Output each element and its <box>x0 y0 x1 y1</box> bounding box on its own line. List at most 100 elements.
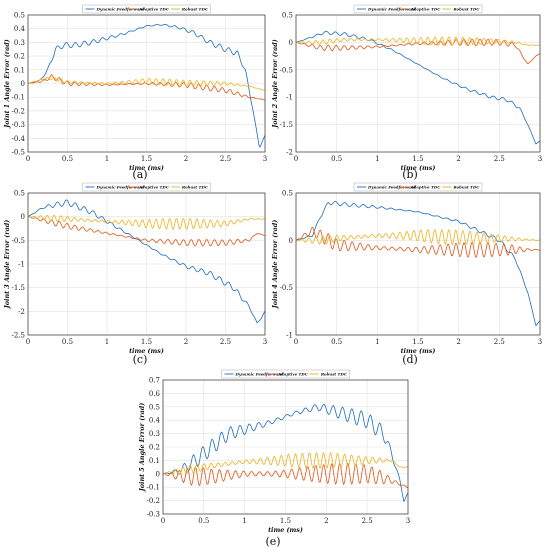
y-tick-label: 0.3 <box>14 39 25 47</box>
chart-panel-3: 0 0.5 1 1.5 2 2.5 3 -1 -0.5 0 0.5 Dynamic Feedforwa… <box>271 182 542 366</box>
legend-box <box>353 4 483 14</box>
x-tick-label: 2.5 <box>494 338 505 346</box>
y-tick-label: 0.2 <box>14 53 25 61</box>
x-tick-label: 1 <box>375 155 379 163</box>
y-axis-label: Joint 5 Angle Error (rad) <box>138 403 146 492</box>
series-line-robust <box>28 214 265 230</box>
legend-box <box>353 182 483 192</box>
x-tick-label: 2.5 <box>220 338 231 346</box>
x-tick-label: 0 <box>294 338 298 346</box>
x-tick-label: 3 <box>538 155 542 163</box>
y-tick-label: -1 <box>286 94 293 102</box>
y-tick-label: 0.5 <box>14 190 25 198</box>
axes-frame <box>295 192 541 336</box>
x-tick-label: 2.5 <box>220 155 231 163</box>
y-tick-label: 0.1 <box>14 66 25 74</box>
y-tick-label: 0.5 <box>14 12 25 20</box>
y-tick-label: 0.5 <box>149 403 160 411</box>
legend-box <box>82 4 211 14</box>
x-tick-label: 0 <box>26 155 30 163</box>
x-tick-label: 0.5 <box>62 155 73 163</box>
x-axis-label: time (ms) <box>401 347 436 355</box>
axes-frame <box>295 14 541 153</box>
x-tick-label: 0 <box>294 155 298 163</box>
x-tick-label: 0 <box>161 517 165 525</box>
legend-label: Robust TDC <box>320 371 348 376</box>
x-tick-label: 1.5 <box>412 338 423 346</box>
y-tick-label: -0.2 <box>147 497 161 505</box>
y-tick-label: -0.1 <box>147 484 161 492</box>
legend-label: Dynamic Feedforward <box>235 371 284 376</box>
x-tick-label: 3 <box>263 338 267 346</box>
x-tick-label: 2 <box>184 155 188 163</box>
legend-label: Adaptive TDC <box>410 6 442 11</box>
legend-box <box>221 369 350 379</box>
series-line-dynamic <box>28 23 265 148</box>
x-axis-label: time (ms) <box>268 526 303 534</box>
y-tick-label: 0 <box>156 470 160 478</box>
panel-caption: (a) <box>132 168 147 181</box>
series-line-adaptive <box>163 462 408 489</box>
series-line-robust <box>163 452 408 475</box>
panel-caption: (e) <box>265 535 280 548</box>
panel-caption: (c) <box>133 353 148 366</box>
y-tick-label: -1.5 <box>280 121 294 129</box>
x-tick-label: 0 <box>26 338 30 346</box>
y-tick-label: -1 <box>18 261 25 269</box>
legend-box <box>82 182 211 192</box>
y-tick-label: 0 <box>289 39 293 47</box>
series-line-dynamic <box>163 403 408 503</box>
legend-label: Adaptive TDC <box>410 184 442 189</box>
legend-label: Robust TDC <box>181 6 209 11</box>
x-tick-label: 1.5 <box>280 517 291 525</box>
legend-label: Adaptive TDC <box>138 184 170 189</box>
y-tick-label: -0.1 <box>12 94 26 102</box>
y-tick-label: 0.6 <box>149 390 161 398</box>
series-line-dynamic <box>296 30 540 145</box>
y-tick-label: -0.5 <box>12 237 26 245</box>
series-line-dynamic <box>28 199 265 324</box>
y-tick-label: 0.2 <box>149 444 160 452</box>
legend-label: Adaptive TDC <box>277 371 309 376</box>
y-tick-label: 0 <box>289 237 293 245</box>
legend-label: Dynamic Feedforward <box>96 6 145 11</box>
chart-panel-0: 0 0.5 1 1.5 2 2.5 3 -0.5 -0.4 -0.3 -0.2 -0.1 0 0.1 0.2… <box>3 4 267 181</box>
x-axis-label: time (ms) <box>401 164 436 172</box>
x-tick-label: 2 <box>324 517 328 525</box>
y-tick-label: -0.3 <box>12 121 26 129</box>
y-tick-label: -1 <box>286 332 293 340</box>
x-tick-label: 1 <box>242 517 246 525</box>
y-tick-label: -2.5 <box>12 332 26 340</box>
x-tick-label: 3 <box>538 338 542 346</box>
y-tick-label: -0.5 <box>280 284 294 292</box>
legend-label: Dynamic Feedforward <box>367 6 416 11</box>
x-tick-label: 1.5 <box>412 155 423 163</box>
legend-label: Robust TDC <box>452 6 480 11</box>
x-tick-label: 1.5 <box>141 155 152 163</box>
y-tick-label: 0.5 <box>282 190 293 198</box>
x-tick-label: 3 <box>406 517 410 525</box>
axes-frame <box>162 379 409 515</box>
x-tick-label: 3 <box>263 155 267 163</box>
x-tick-label: 1 <box>105 155 109 163</box>
legend-label: Robust TDC <box>181 184 209 189</box>
panel-caption: (d) <box>402 353 418 366</box>
y-tick-label: -2 <box>18 308 25 316</box>
x-tick-label: 0.5 <box>331 155 342 163</box>
series-line-robust <box>296 229 540 246</box>
y-tick-label: 0.5 <box>282 12 293 20</box>
series-line-adaptive <box>296 226 540 258</box>
y-tick-label: 0 <box>21 80 25 88</box>
chart-panel-1: 0 0.5 1 1.5 2 2.5 3 -2 -1.5 -1 -0.5 0 0.5 Dynamic Fee… <box>271 4 542 181</box>
series-line-dynamic <box>296 201 540 327</box>
y-tick-label: 0 <box>21 213 25 221</box>
x-tick-label: 2 <box>456 155 460 163</box>
x-tick-label: 1 <box>375 338 379 346</box>
y-tick-label: 0.3 <box>149 430 160 438</box>
legend-label: Robust TDC <box>452 184 480 189</box>
x-tick-label: 2 <box>184 338 188 346</box>
y-tick-label: -0.3 <box>147 511 161 519</box>
y-tick-label: -2 <box>286 149 293 157</box>
x-axis-label: time (ms) <box>129 164 164 172</box>
